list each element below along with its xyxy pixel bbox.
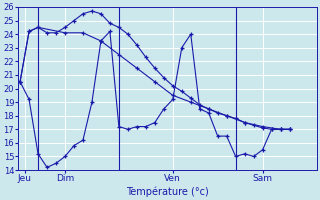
X-axis label: Température (°c): Température (°c) (126, 186, 209, 197)
